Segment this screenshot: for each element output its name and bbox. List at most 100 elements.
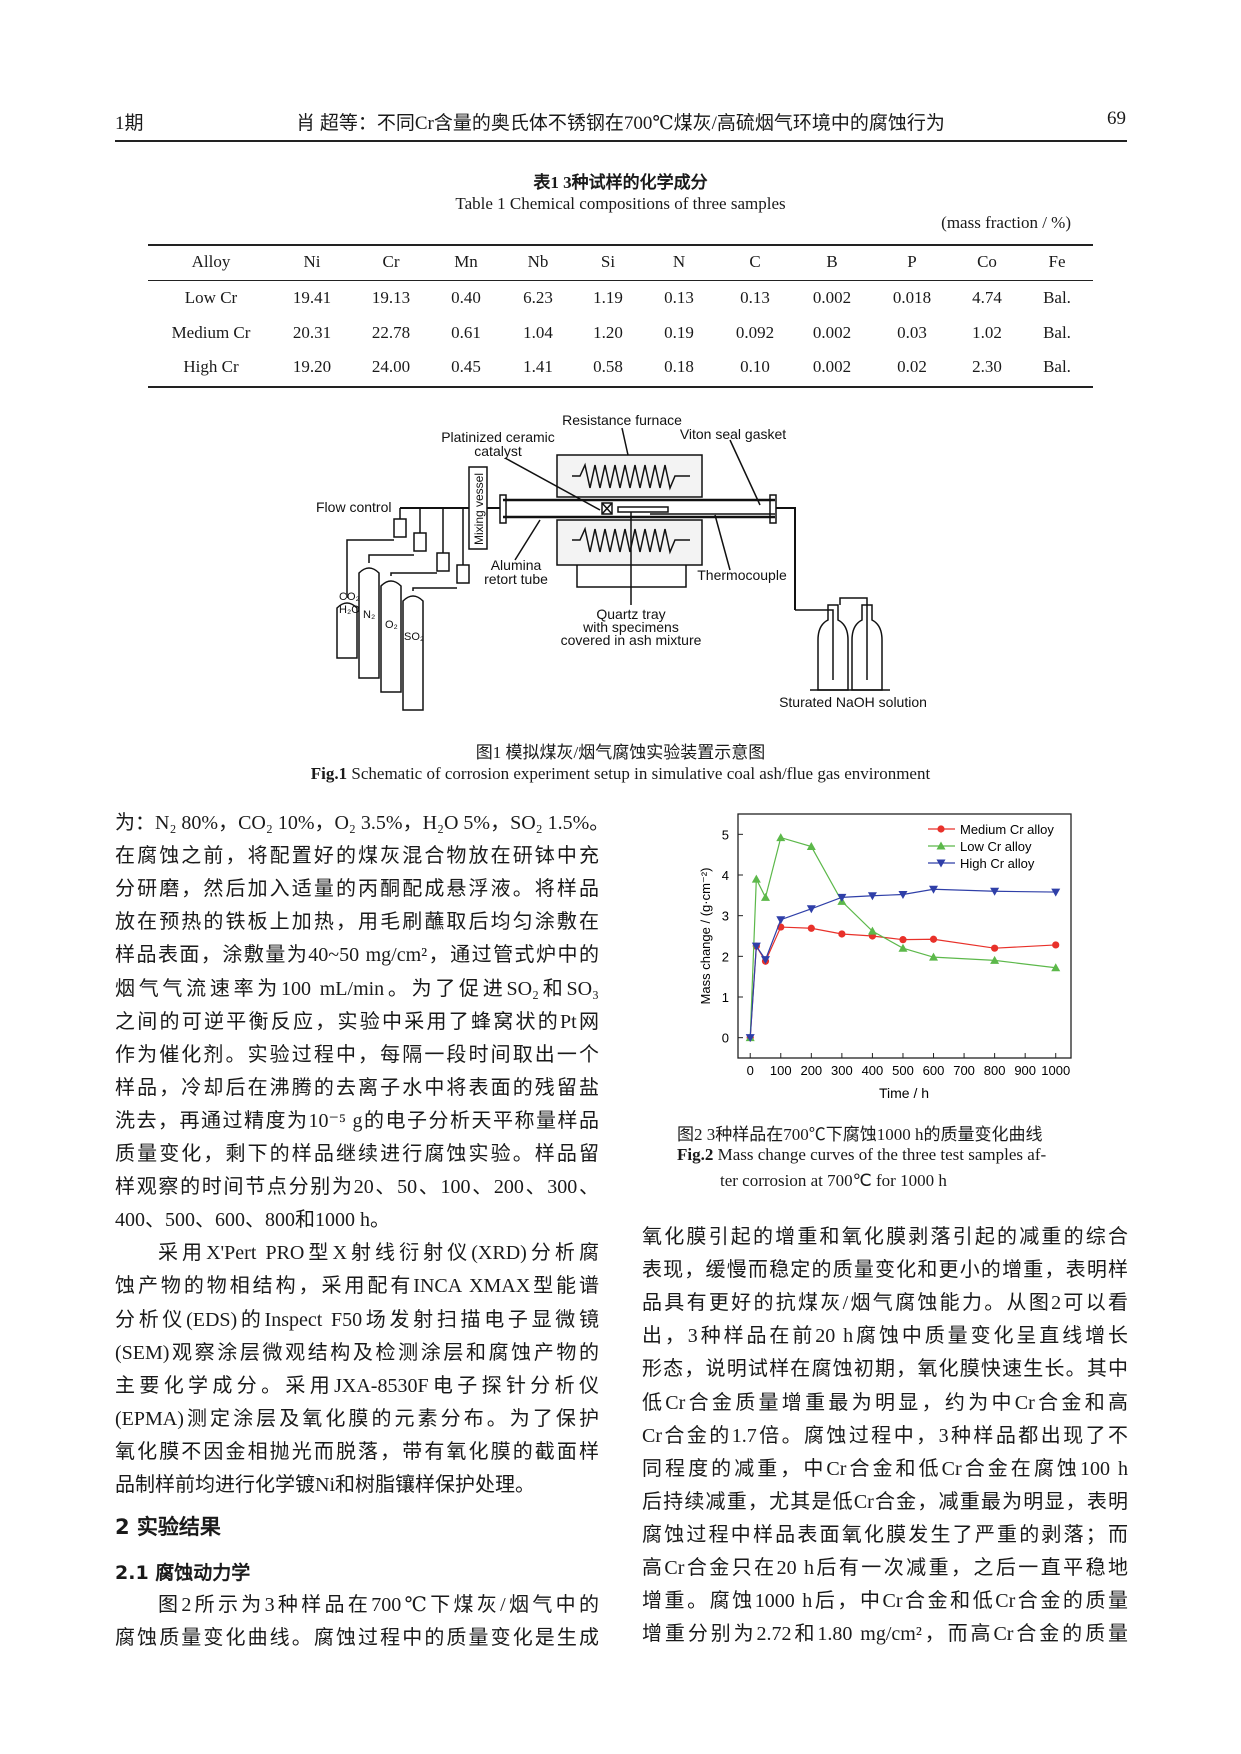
x-tick-label: 100 bbox=[770, 1063, 792, 1078]
data-point-low-cr-alloy bbox=[760, 892, 770, 901]
data-point-high-cr-alloy bbox=[990, 887, 1000, 896]
data-point-high-cr-alloy bbox=[837, 893, 847, 902]
text-line: 放在预热的铁板上加热，用毛刷蘸取后均匀涂敷在 bbox=[115, 911, 599, 934]
figure2-chart: Time / h Mass change / (g·cm⁻²) 0 100 200 3… bbox=[698, 813, 1072, 1101]
table-top-rule bbox=[148, 244, 1093, 246]
x-tick-label: 1000 bbox=[1041, 1063, 1070, 1078]
text-line: 增重。腐蚀1000 h后，中Cr合金和低Cr合金的质量 bbox=[642, 1590, 1128, 1613]
issue-label: 1期 bbox=[115, 113, 144, 134]
figure2-caption-zh: 图2 3种样品在700℃下腐蚀1000 h的质量变化曲线 bbox=[677, 1125, 1043, 1144]
data-point-high-cr-alloy bbox=[898, 891, 908, 900]
table-cell: 1.04 bbox=[523, 323, 553, 342]
y-tick-label: 5 bbox=[722, 827, 729, 842]
flow-controller-2 bbox=[413, 532, 427, 552]
data-point-low-cr-alloy bbox=[929, 952, 939, 961]
table-cell: Bal. bbox=[1043, 323, 1071, 342]
x-tick-label: 700 bbox=[953, 1063, 975, 1078]
outlet-pipe bbox=[776, 507, 796, 610]
table-header-cell: Alloy bbox=[191, 252, 231, 271]
text-line: 洗去，再通过精度为10⁻⁵ g的电子分析天平称量样品 bbox=[115, 1109, 599, 1132]
data-point-medium-cr-alloy bbox=[991, 944, 999, 952]
table-cell: 0.13 bbox=[664, 288, 694, 307]
table-cell: 6.23 bbox=[523, 288, 553, 307]
header-rule bbox=[115, 140, 1127, 142]
label-quartz-3: covered in ash mixture bbox=[561, 632, 702, 648]
data-point-low-cr-alloy bbox=[898, 943, 908, 952]
table-cell: 0.19 bbox=[664, 323, 694, 342]
text-line: 分研磨，然后加入适量的丙酮配成悬浮液。将样品 bbox=[115, 878, 599, 901]
data-point-medium-cr-alloy bbox=[838, 930, 846, 938]
table-cell: 4.74 bbox=[972, 288, 1002, 307]
furnace-lower bbox=[556, 519, 703, 566]
data-point-high-cr-alloy bbox=[867, 892, 877, 901]
table-cell: 1.41 bbox=[523, 357, 553, 376]
table-cell: 19.20 bbox=[292, 357, 332, 376]
text-line: 同程度的减重，中Cr合金和低Cr合金在腐蚀100 h bbox=[642, 1457, 1128, 1480]
section-heading: 2 实验结果 bbox=[115, 1515, 221, 1539]
table-header-cell: Co bbox=[977, 252, 997, 271]
legend-label-medium-cr-alloy: Medium Cr alloy bbox=[960, 822, 1054, 837]
data-point-medium-cr-alloy bbox=[807, 924, 815, 932]
table-cell: 0.40 bbox=[451, 288, 481, 307]
table-cell: 0.03 bbox=[897, 323, 927, 342]
text-line: 形态，说明试样在腐蚀初期，氧化膜快速生长。其中 bbox=[642, 1358, 1128, 1381]
text-line: 采用X'Pert PRO型X射线衍射仪(XRD)分析腐 bbox=[158, 1242, 599, 1265]
table-bottom-rule bbox=[148, 386, 1093, 388]
table1-caption-zh: 表1 3种试样的化学成分 bbox=[533, 173, 708, 192]
data-point-high-cr-alloy bbox=[776, 916, 786, 925]
data-point-medium-cr-alloy bbox=[1052, 941, 1060, 949]
text-line: 品具有更好的抗煤灰/烟气腐蚀能力。从图2可以看 bbox=[642, 1292, 1128, 1315]
label-flow-control: Flow control bbox=[316, 499, 391, 515]
table-cell: 0.10 bbox=[740, 357, 770, 376]
subsection-heading: 2.1 腐蚀动力学 bbox=[115, 1562, 251, 1584]
x-tick-label: 0 bbox=[747, 1063, 754, 1078]
gas-cylinder-o2 bbox=[380, 580, 402, 693]
data-point-low-cr-alloy bbox=[990, 955, 1000, 964]
figure2-caption-label: Fig.2 bbox=[677, 1145, 714, 1164]
table-header-cell: Ni bbox=[303, 252, 321, 271]
x-tick-label: 400 bbox=[862, 1063, 884, 1078]
data-point-low-cr-alloy bbox=[776, 833, 786, 842]
label-quartz-2: with specimens bbox=[582, 619, 679, 635]
x-tick-label: 300 bbox=[831, 1063, 853, 1078]
table1-unit: (mass fraction / %) bbox=[941, 213, 1071, 232]
figure1-caption-text: Schematic of corrosion experiment setup … bbox=[347, 764, 931, 783]
table-cell: 0.002 bbox=[812, 357, 852, 376]
table-header-cell: Fe bbox=[1048, 252, 1066, 271]
page-number: 69 bbox=[1107, 108, 1126, 129]
flow-controller-4 bbox=[456, 564, 470, 584]
table-cell: 1.19 bbox=[593, 288, 623, 307]
y-tick-label: 1 bbox=[722, 990, 729, 1005]
label-alumina-1: Alumina bbox=[491, 557, 542, 573]
text-line: 品制样前均进行化学镀Ni和树脂镶样保护处理。 bbox=[115, 1474, 535, 1496]
table-header-cell: Mn bbox=[454, 252, 478, 271]
data-point-low-cr-alloy bbox=[751, 874, 761, 883]
table-cell: 19.13 bbox=[371, 288, 411, 307]
x-tick-label: 500 bbox=[892, 1063, 914, 1078]
text-line: 在腐蚀之前，将配置好的煤灰混合物放在研钵中充 bbox=[115, 845, 599, 868]
text-line: 低Cr合金质量增重最为明显，约为中Cr合金和高 bbox=[642, 1391, 1128, 1414]
label-quartz-1: Quartz tray bbox=[596, 606, 665, 622]
table-cell: 0.18 bbox=[664, 357, 694, 376]
legend-marker-medium-cr-alloy bbox=[937, 825, 945, 833]
heating-coil-upper bbox=[572, 462, 690, 491]
table-cell: 0.002 bbox=[812, 323, 852, 342]
running-title: 肖 超等：不同Cr含量的奥氏体不锈钢在700℃煤灰/高硫烟气环境中的腐蚀行为 bbox=[296, 113, 945, 134]
label-viton: Viton seal gasket bbox=[680, 426, 786, 442]
text-line: 作为催化剂。实验过程中，每隔一段时间取出一个 bbox=[115, 1043, 599, 1066]
flow-controller-3 bbox=[436, 552, 450, 572]
figure2-caption-text-1: Mass change curves of the three test sam… bbox=[713, 1145, 1047, 1164]
text-line: 主要化学成分。采用JXA-8530F电子探针分析仪 bbox=[115, 1374, 599, 1397]
table-cell: 0.58 bbox=[593, 357, 623, 376]
figure1-caption-en: Fig.1 Schematic of corrosion experiment … bbox=[0, 764, 1241, 784]
bottle-inlet-pipe bbox=[795, 609, 834, 680]
label-alumina-2: retort tube bbox=[484, 571, 548, 587]
table-cell: Medium Cr bbox=[171, 323, 251, 342]
data-point-medium-cr-alloy bbox=[899, 936, 907, 944]
table-cell: 0.61 bbox=[451, 323, 481, 342]
table-header-cell: Si bbox=[600, 252, 616, 271]
x-axis-label: Time / h bbox=[879, 1085, 929, 1101]
text-line: 400、500、600、800和1000 h。 bbox=[115, 1209, 390, 1232]
table-cell: 19.41 bbox=[292, 288, 332, 307]
x-tick-label: 600 bbox=[923, 1063, 945, 1078]
